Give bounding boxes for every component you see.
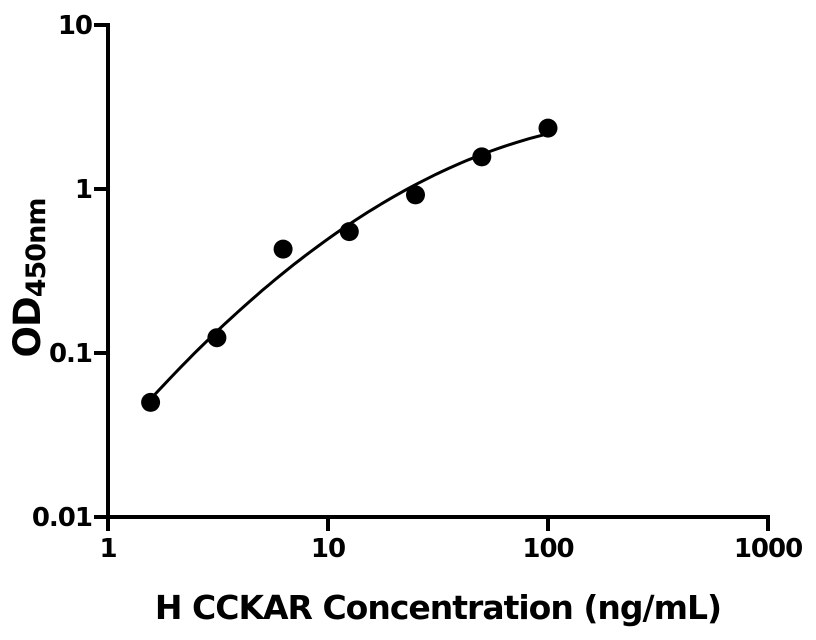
y-tick-label: 10 (58, 11, 92, 41)
y-axis-title-subscript: 450nm (21, 199, 52, 298)
y-axis-title: OD450nm (6, 199, 52, 358)
y-tick-label: 1 (75, 175, 92, 205)
x-tick-label: 1 (99, 534, 116, 564)
data-points (141, 118, 558, 412)
data-point (339, 222, 359, 242)
data-point (141, 392, 161, 412)
y-tick-label: 0.1 (49, 339, 92, 369)
y-axis-title-main: OD (6, 297, 49, 357)
axes (106, 23, 770, 519)
data-point (207, 328, 227, 348)
fit-curve (149, 132, 550, 401)
data-point (406, 185, 425, 205)
data-point (538, 118, 558, 138)
data-point (273, 239, 293, 259)
axis-lines (106, 23, 770, 519)
x-tick-label: 100 (522, 534, 573, 564)
x-tick-label: 1000 (734, 534, 802, 564)
x-axis-title: H CCKAR Concentration (ng/mL) (155, 588, 721, 627)
x-tick-label: 10 (311, 534, 345, 564)
y-tick-label: 0.01 (32, 503, 92, 533)
y-axis-ticks: 10 1 0.1 0.01 (32, 11, 108, 533)
x-axis-ticks: 1 10 100 1000 (99, 517, 803, 564)
data-point (472, 147, 492, 167)
